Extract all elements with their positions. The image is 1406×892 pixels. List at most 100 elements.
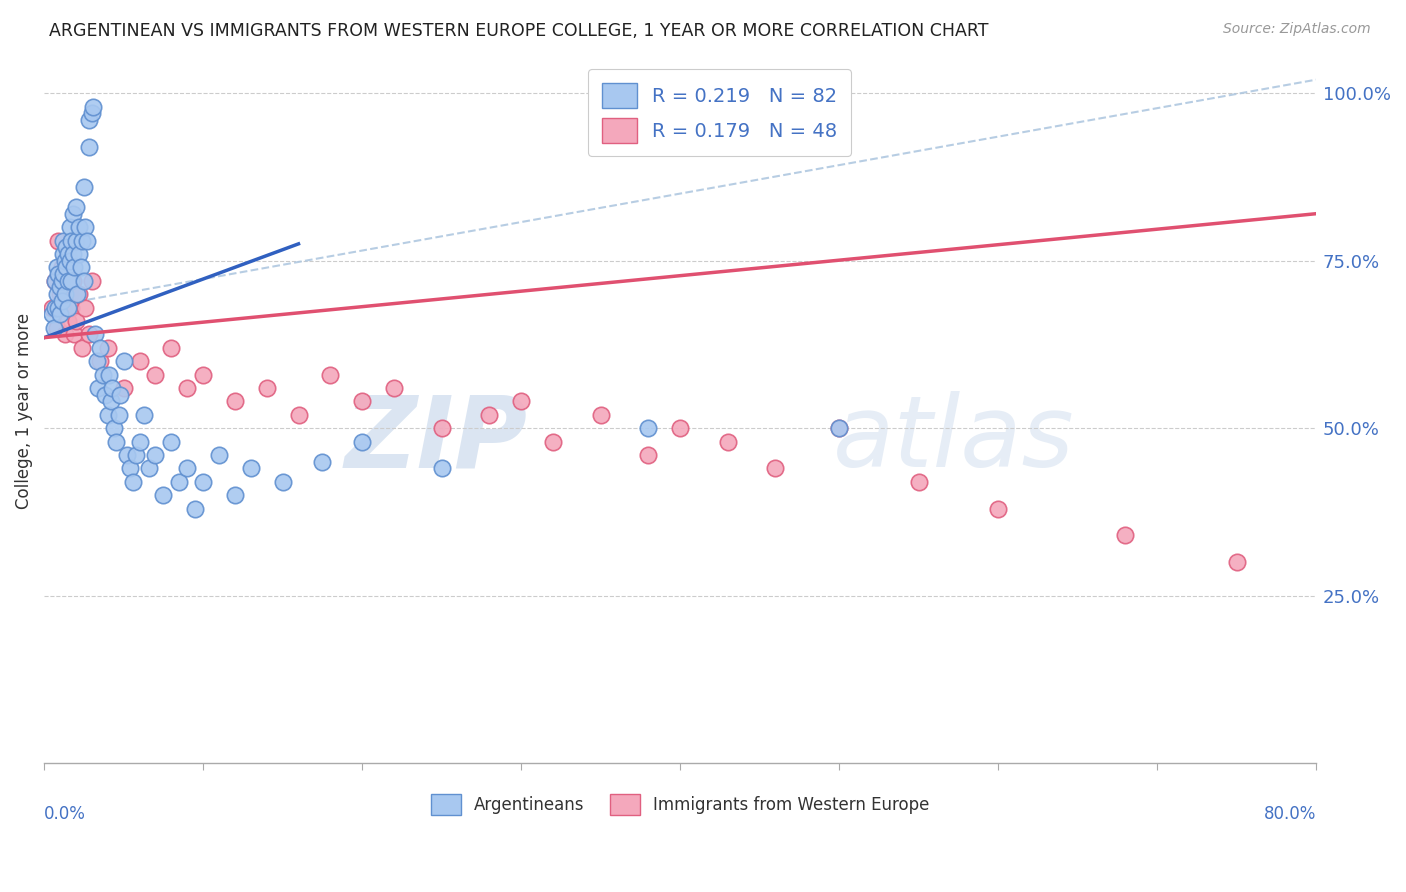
Point	[122, 475, 145, 489]
Point	[56, 247, 79, 261]
Point	[87, 381, 110, 395]
Point	[91, 368, 114, 382]
Point	[80, 274, 103, 288]
Point	[63, 327, 86, 342]
Point	[352, 394, 374, 409]
Point	[97, 341, 120, 355]
Point	[224, 394, 246, 409]
Point	[56, 301, 79, 315]
Point	[67, 247, 90, 261]
Point	[510, 394, 533, 409]
Point	[907, 475, 929, 489]
Point	[637, 448, 659, 462]
Point	[73, 274, 96, 288]
Point	[669, 421, 692, 435]
Point	[45, 320, 67, 334]
Point	[256, 381, 278, 395]
Point	[101, 381, 124, 395]
Point	[65, 314, 87, 328]
Point	[66, 287, 89, 301]
Point	[152, 488, 174, 502]
Point	[118, 461, 141, 475]
Point	[145, 448, 167, 462]
Point	[176, 381, 198, 395]
Point	[42, 320, 65, 334]
Point	[41, 307, 63, 321]
Point	[72, 341, 94, 355]
Point	[167, 475, 190, 489]
Point	[128, 354, 150, 368]
Point	[100, 394, 122, 409]
Y-axis label: College, 1 year or more: College, 1 year or more	[15, 313, 32, 509]
Point	[53, 253, 76, 268]
Point	[176, 461, 198, 475]
Text: 0.0%: 0.0%	[44, 805, 86, 823]
Point	[82, 99, 104, 113]
Point	[89, 341, 111, 355]
Point	[430, 421, 453, 435]
Point	[589, 408, 612, 422]
Point	[184, 501, 207, 516]
Point	[108, 408, 131, 422]
Point	[287, 408, 309, 422]
Point	[45, 287, 67, 301]
Point	[48, 301, 70, 315]
Point	[53, 287, 76, 301]
Point	[112, 354, 135, 368]
Point	[160, 341, 183, 355]
Point	[97, 408, 120, 422]
Point	[62, 247, 84, 261]
Point	[1225, 555, 1247, 569]
Point	[48, 234, 70, 248]
Point	[58, 253, 80, 268]
Point	[67, 287, 90, 301]
Point	[63, 260, 86, 275]
Point	[93, 387, 115, 401]
Point	[52, 234, 75, 248]
Point	[77, 139, 100, 153]
Point	[51, 293, 73, 308]
Point	[84, 327, 107, 342]
Point	[75, 220, 97, 235]
Point	[98, 368, 121, 382]
Point	[89, 354, 111, 368]
Point	[49, 307, 72, 321]
Point	[60, 234, 83, 248]
Point	[86, 354, 108, 368]
Point	[224, 488, 246, 502]
Point	[49, 280, 72, 294]
Point	[44, 274, 66, 288]
Point	[430, 461, 453, 475]
Point	[191, 368, 214, 382]
Point	[55, 240, 77, 254]
Point	[41, 301, 63, 315]
Point	[103, 421, 125, 435]
Point	[65, 200, 87, 214]
Point	[478, 408, 501, 422]
Point	[311, 455, 333, 469]
Point	[62, 207, 84, 221]
Point	[65, 234, 87, 248]
Point	[58, 220, 80, 235]
Point	[1114, 528, 1136, 542]
Point	[717, 434, 740, 449]
Point	[125, 448, 148, 462]
Point	[72, 234, 94, 248]
Point	[134, 408, 156, 422]
Point	[145, 368, 167, 382]
Point	[104, 434, 127, 449]
Point	[45, 260, 67, 275]
Point	[828, 421, 851, 435]
Point	[765, 461, 787, 475]
Point	[62, 274, 84, 288]
Point	[239, 461, 262, 475]
Point	[541, 434, 564, 449]
Point	[160, 434, 183, 449]
Point	[77, 112, 100, 127]
Point	[382, 381, 405, 395]
Point	[73, 180, 96, 194]
Point	[48, 267, 70, 281]
Point	[69, 260, 91, 275]
Point	[138, 461, 160, 475]
Point	[271, 475, 294, 489]
